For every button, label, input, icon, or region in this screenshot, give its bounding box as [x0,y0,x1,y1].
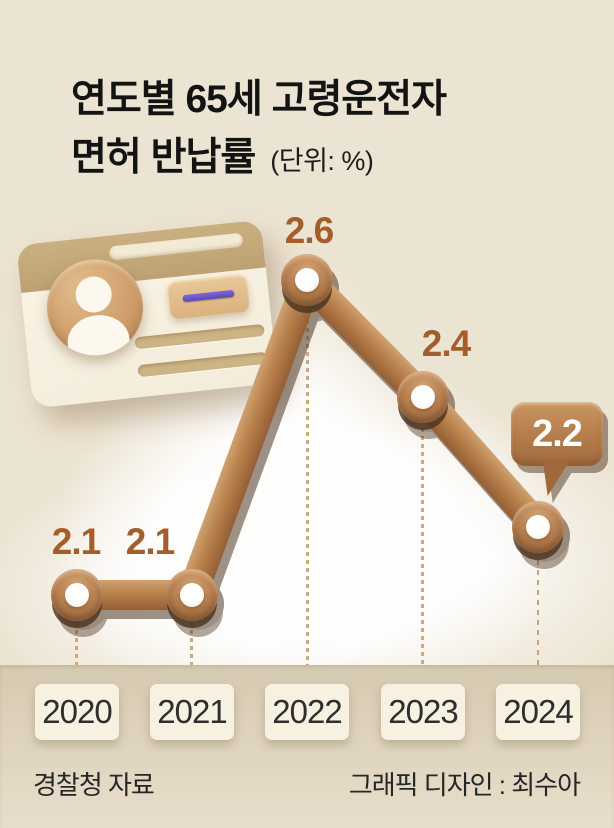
axis-label-2024: 2024 [496,684,580,740]
chart-title-line2: 면허 반납률 [71,136,256,179]
data-point-2024 [512,501,564,553]
chart-title-line1: 연도별 65세 고령운전자 [71,78,447,121]
axis-band: 2020 2021 2022 2023 2024 경찰청 자료 그래픽 디자인 … [0,665,614,828]
highlight-bubble-2024: 2.2 [511,402,603,496]
chart-title-line2-row: 면허 반납률 (단위: %) [71,126,374,182]
data-point-2020 [51,569,103,621]
data-source-text: 경찰청 자료 [33,770,155,800]
data-point-2023 [397,371,449,423]
axis-label-2023: 2023 [381,684,465,740]
axis-label-2022: 2022 [265,684,349,740]
value-label-2021: 2.1 [125,521,175,562]
axis-label-2021: 2021 [150,684,234,740]
value-label-2020: 2.1 [51,521,101,562]
data-point-2022 [281,254,333,306]
data-point-2021 [166,569,218,621]
axis-label-2020: 2020 [35,684,119,740]
value-label-2023: 2.4 [421,323,471,364]
chart-unit-label: (단위: %) [270,146,374,176]
line-segment-2021-2022 [177,274,322,601]
designer-credit-text: 그래픽 디자인 : 최수아 [348,770,581,800]
value-label-2022: 2.6 [284,210,334,251]
value-label-2024: 2.2 [532,412,583,455]
speech-bubble: 2.2 [511,402,603,466]
